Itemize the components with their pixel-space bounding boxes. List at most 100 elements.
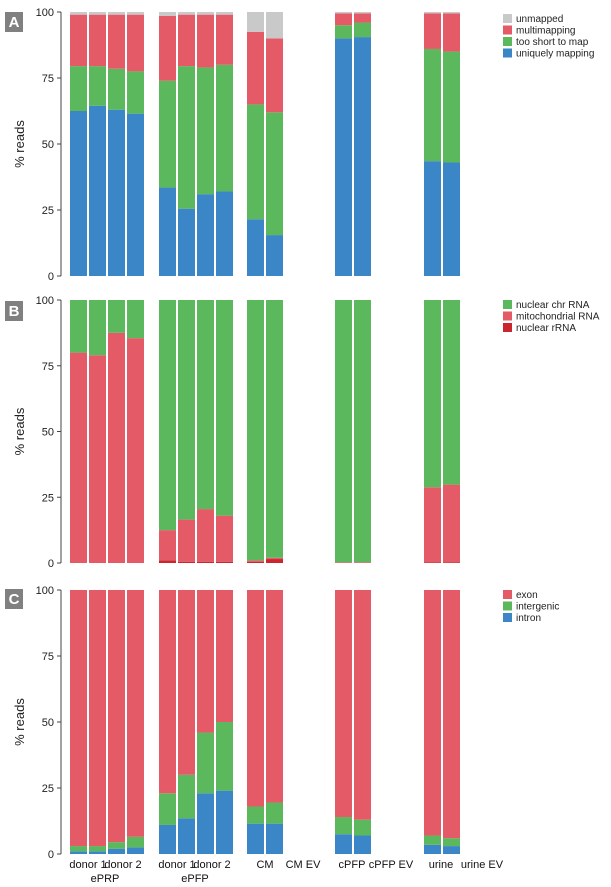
y-tick-label: 100 xyxy=(36,7,54,19)
y-axis-label: % reads xyxy=(12,407,27,455)
y-tick-label: 25 xyxy=(42,783,54,795)
x-sample-label: CM EV xyxy=(286,859,322,871)
y-tick-label: 50 xyxy=(42,717,54,729)
bar-segment-intergenic xyxy=(108,842,125,849)
bar-segment-too-short xyxy=(266,112,283,236)
bar-segment-unmapped xyxy=(197,12,214,15)
bar-segment-exon xyxy=(354,590,371,820)
legend-label: nuclear rRNA xyxy=(516,323,576,334)
y-tick-label: 100 xyxy=(36,585,54,597)
x-sample-label: donor 2 xyxy=(193,859,230,871)
bar-segment-uniquely xyxy=(216,191,233,276)
panel-letter: B xyxy=(9,303,20,320)
bar-segment-uniquely xyxy=(159,187,176,276)
bar-segment-unmapped xyxy=(247,12,264,32)
bar-segment-mito xyxy=(108,332,125,563)
y-tick-label: 50 xyxy=(42,139,54,151)
bar-segment-multimapping xyxy=(159,15,176,81)
bar-segment-exon xyxy=(335,590,352,818)
legend-label: uniquely mapping xyxy=(516,49,594,60)
bar-segment-intergenic xyxy=(335,817,352,835)
bar-segment-intron xyxy=(335,834,352,854)
legend-swatch xyxy=(503,590,512,599)
bar-segment-nuclear-rrna xyxy=(266,559,283,563)
bar-segment-nuclear-chr xyxy=(89,300,106,356)
y-tick-label: 75 xyxy=(42,73,54,85)
bar-segment-uniquely xyxy=(127,113,144,276)
legend-label: too short to map xyxy=(516,37,589,48)
bar-segment-mito xyxy=(354,562,371,563)
bar-segment-intergenic xyxy=(424,835,441,845)
bar-segment-too-short xyxy=(178,66,195,209)
bar-segment-nuclear-chr xyxy=(247,300,264,561)
bar-segment-multimapping xyxy=(127,14,144,72)
x-group-label: ePRP xyxy=(91,873,120,885)
legend-label: intron xyxy=(516,613,541,624)
bar-segment-intergenic xyxy=(197,732,214,794)
x-sample-label: donor 1 xyxy=(158,859,195,871)
bar-segment-uniquely xyxy=(70,111,87,276)
bar-segment-too-short xyxy=(89,66,106,106)
bar-segment-uniquely xyxy=(354,37,371,276)
bar-segment-nuclear-chr xyxy=(354,300,371,563)
legend-swatch xyxy=(503,613,512,622)
bar-segment-exon xyxy=(216,590,233,722)
bar-segment-mito xyxy=(424,487,441,563)
panel-a: A 0 25 50 75 100 % reads unmappedmultimappingto… xyxy=(5,7,594,283)
bar-segment-unmapped xyxy=(424,12,441,14)
x-group-label: ePFP xyxy=(181,873,209,885)
legend-swatch xyxy=(503,300,512,309)
bar-segment-intron xyxy=(197,793,214,854)
bar-segment-multimapping xyxy=(89,14,106,67)
bar-segment-mito xyxy=(443,484,460,563)
y-tick-label: 100 xyxy=(36,295,54,307)
legend-label: exon xyxy=(516,590,538,601)
y-tick-label: 0 xyxy=(48,271,54,283)
bar-segment-exon xyxy=(197,590,214,733)
bar-segment-too-short xyxy=(216,64,233,192)
bar-segment-intron xyxy=(127,847,144,854)
bar-segment-nuclear-chr xyxy=(424,300,441,488)
bar-segment-nuclear-rrna xyxy=(216,561,233,563)
legend-swatch xyxy=(503,311,512,321)
bar-segment-intron xyxy=(443,846,460,854)
y-tick-label: 0 xyxy=(48,558,54,570)
bar-segment-multimapping xyxy=(70,14,87,67)
bar-segment-multimapping xyxy=(266,38,283,113)
bar-segment-exon xyxy=(178,590,195,775)
bar-segment-uniquely xyxy=(108,109,125,277)
y-axis-label: % reads xyxy=(12,120,27,168)
bar-segment-nuclear-rrna xyxy=(424,562,441,563)
bar-segment-nuclear-chr xyxy=(197,300,214,510)
bar-segment-mito xyxy=(197,509,214,562)
bar-segment-multimapping xyxy=(247,31,264,105)
bar-segment-exon xyxy=(443,590,460,839)
bar-segment-nuclear-chr xyxy=(216,300,233,516)
bar-segment-too-short xyxy=(70,66,87,111)
legend-swatch xyxy=(503,323,512,332)
bar-segment-nuclear-chr xyxy=(127,300,144,339)
legend-swatch xyxy=(503,601,512,611)
bar-segment-exon xyxy=(89,590,106,847)
legend-swatch xyxy=(503,25,512,35)
bar-segment-unmapped xyxy=(178,12,195,15)
bar-segment-intron xyxy=(108,848,125,854)
legend-label: multimapping xyxy=(516,26,575,37)
bar-segment-nuclear-rrna xyxy=(159,560,176,563)
bar-segment-nuclear-rrna xyxy=(443,562,460,563)
bar-segment-intergenic xyxy=(127,836,144,848)
y-tick-label: 75 xyxy=(42,651,54,663)
bar-segment-unmapped xyxy=(89,12,106,15)
bar-segment-uniquely xyxy=(443,162,460,276)
bar-segment-intron xyxy=(266,823,283,854)
bar-segment-uniquely xyxy=(89,105,106,276)
bar-segment-intergenic xyxy=(216,722,233,791)
x-sample-label: cPFP EV xyxy=(369,859,414,871)
y-tick-label: 75 xyxy=(42,361,54,373)
legend-swatch xyxy=(503,48,512,58)
bar-segment-exon xyxy=(108,590,125,843)
bar-segment-intron xyxy=(89,851,106,854)
legend-label: intergenic xyxy=(516,602,559,613)
bar-segment-exon xyxy=(70,590,87,847)
